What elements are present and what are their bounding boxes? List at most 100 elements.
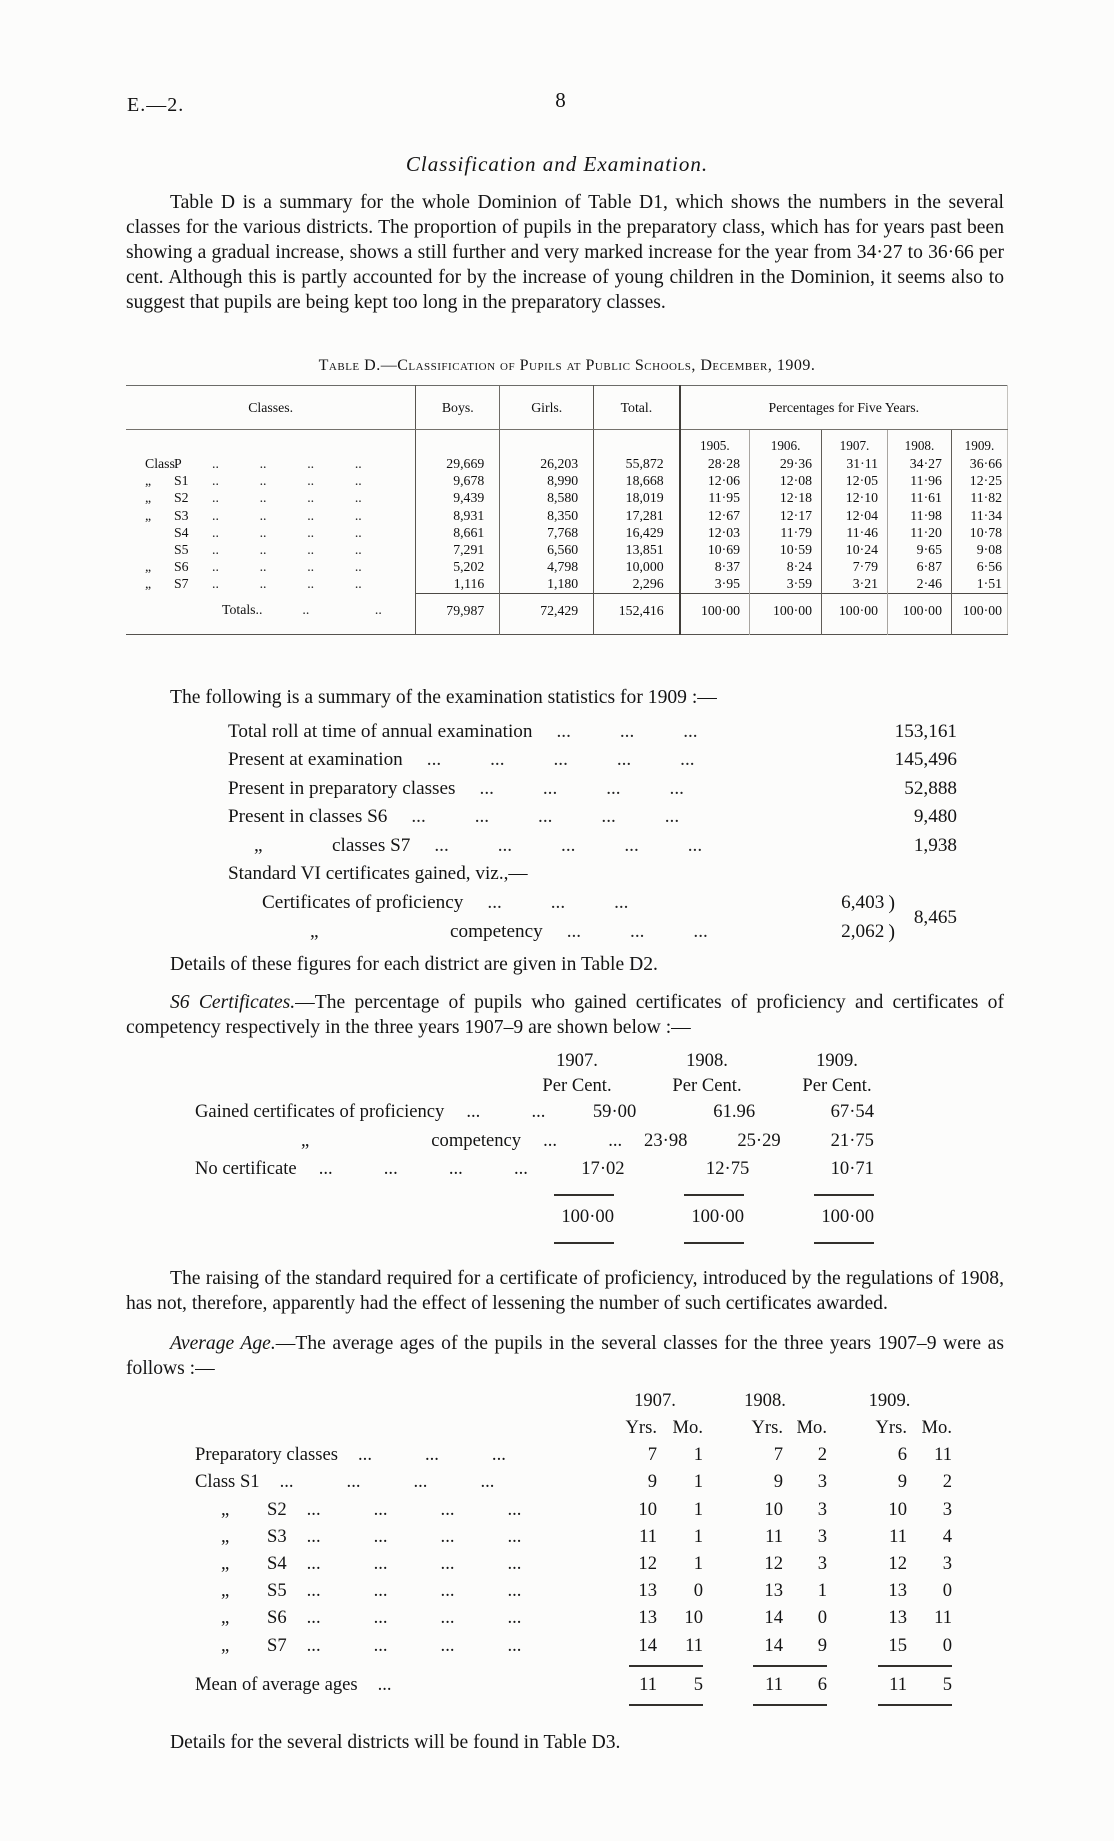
rule-line bbox=[554, 1193, 614, 1196]
s6-certificates-paragraph: S6 Certificates.—The percentage of pupil… bbox=[126, 990, 1004, 1040]
yrs-label: Yrs. bbox=[875, 1416, 907, 1438]
dot-leader: ... ... ... ... bbox=[279, 1471, 495, 1493]
age-yrs: 9 bbox=[773, 1471, 783, 1493]
mo-label: Mo. bbox=[672, 1416, 703, 1438]
ditto-mark: „ bbox=[145, 490, 152, 506]
cell-pct-1905: 11·95 bbox=[678, 489, 750, 508]
raising-paragraph: The raising of the standard required for… bbox=[126, 1267, 1004, 1314]
age-yrs: 7 bbox=[773, 1444, 783, 1466]
cell-pct-1905: 12·67 bbox=[678, 507, 750, 525]
totals-pct-1907: 100·00 bbox=[821, 592, 888, 634]
dot-leader: ... ... ... ... bbox=[306, 1580, 522, 1602]
mean-mo: 6 bbox=[817, 1673, 827, 1695]
dot-leader: ... ... bbox=[543, 1129, 623, 1151]
age-yrs: 10 bbox=[764, 1498, 783, 1520]
age-yrs: 12 bbox=[764, 1552, 783, 1574]
age-row-label: Class S1... ... ... ... bbox=[195, 1468, 607, 1495]
cell-pct-1907: 31·11 bbox=[821, 455, 888, 473]
cell-pct-1909: 12·25 bbox=[950, 472, 1008, 490]
cell-pct-1908: 11·96 bbox=[887, 472, 952, 490]
table-row-s4: S4 .. .. .. .. 8,661 7,768 16,429 12·03 1… bbox=[126, 524, 1008, 542]
pct-1907: 17·02 bbox=[581, 1158, 625, 1180]
cell-pct-1905: 8·37 bbox=[678, 558, 750, 576]
col-header-percentages: Percentages for Five Years. bbox=[678, 385, 1008, 430]
s6-body: —The percentage of pupils who gained cer… bbox=[126, 992, 1004, 1039]
ditto-mark: „ bbox=[221, 1607, 230, 1629]
rule-line bbox=[703, 1659, 827, 1671]
yrs-label: Yrs. bbox=[625, 1416, 657, 1438]
cell-pct-1909: 1·51 bbox=[950, 575, 1008, 593]
cell-boys: 1,116 bbox=[415, 575, 500, 593]
year-header: 1909. bbox=[868, 1389, 911, 1411]
ditto-mark: „ bbox=[221, 1634, 230, 1656]
cell-pct-1909: 10·78 bbox=[950, 524, 1008, 542]
dot-leader: ... ... ... ... bbox=[306, 1607, 522, 1629]
percent-totals-row: 100·00 100·00 100·00 bbox=[69, 1202, 902, 1232]
cell-pct-1906: 12·17 bbox=[749, 507, 822, 525]
age-yrs: 9 bbox=[897, 1471, 907, 1493]
age-row-label: „ S6... ... ... ... bbox=[195, 1604, 607, 1631]
totals-pct-1908: 100·00 bbox=[887, 592, 952, 634]
age-yrs: 11 bbox=[639, 1525, 657, 1547]
cell-boys: 7,291 bbox=[415, 541, 500, 559]
age-mo: 4 bbox=[942, 1525, 952, 1547]
row-label: S2 bbox=[174, 490, 189, 506]
cell-pct-1909: 9·08 bbox=[950, 541, 1008, 559]
year-header: 1907. bbox=[634, 1389, 676, 1411]
dot-leader: .. .. .. .. bbox=[212, 490, 362, 506]
mean-mo: 5 bbox=[942, 1673, 952, 1695]
row-label: S7 bbox=[174, 576, 189, 592]
age-mo: 3 bbox=[817, 1552, 827, 1574]
mo-label: Mo. bbox=[921, 1416, 952, 1438]
age-yrs: 12 bbox=[638, 1552, 657, 1574]
cell-pct-1908: 11·20 bbox=[887, 524, 952, 542]
age-mo: 3 bbox=[942, 1498, 952, 1520]
page-number: 8 bbox=[555, 88, 566, 112]
age-yrs: 13 bbox=[764, 1580, 783, 1602]
age-mo: 1 bbox=[693, 1471, 703, 1493]
table-d-title: Table D.—Classification of Pupils at Pub… bbox=[318, 357, 816, 374]
age-row-label: „ S5... ... ... ... bbox=[195, 1577, 607, 1604]
average-ages-table: 1907. 1908. 1909. Yrs. Mo. Yrs. Mo. Yrs.… bbox=[195, 1387, 952, 1710]
percent-table-year-row: 1907. 1908. 1909. bbox=[69, 1048, 902, 1073]
rule-line bbox=[684, 1241, 744, 1244]
cell-total: 10,000 bbox=[593, 558, 680, 576]
pct-1909: 21·75 bbox=[830, 1129, 874, 1151]
table-d-years-row: 1905. 1906. 1907. 1908. 1909. bbox=[126, 429, 1008, 456]
dot-leader: ... ... ... bbox=[566, 920, 708, 942]
summary-label: Standard VI certificates gained, viz.,— bbox=[228, 863, 528, 885]
cell-pct-1905: 12·03 bbox=[678, 524, 750, 542]
dot-leader: .. .. .. .. bbox=[212, 559, 362, 575]
year-header-1906: 1906. bbox=[749, 429, 822, 456]
cell-girls: 4,798 bbox=[499, 558, 594, 576]
age-yrs: 12 bbox=[888, 1552, 907, 1574]
cell-pct-1907: 3·21 bbox=[821, 575, 888, 593]
year-header-1905: 1905. bbox=[678, 429, 750, 456]
cell-pct-1905: 28·28 bbox=[678, 455, 750, 473]
dot-leader: ... ... ... ... ... bbox=[411, 806, 680, 828]
cell-girls: 8,350 bbox=[499, 507, 594, 525]
age-mo: 1 bbox=[693, 1498, 703, 1520]
row-label: S1 bbox=[174, 473, 189, 489]
age-mo: 1 bbox=[693, 1444, 703, 1466]
pct-1907: 59·00 bbox=[592, 1101, 637, 1123]
cell-girls: 8,990 bbox=[499, 472, 594, 490]
summary-value: 2,062 bbox=[841, 920, 885, 942]
dot-leader: .. .. .. .. bbox=[212, 473, 362, 489]
summary-item: „ competency ... ... ... 2,062 ) bbox=[228, 918, 957, 947]
exam-summary-heading: The following is a summary of the examin… bbox=[170, 686, 717, 708]
mean-yrs: 11 bbox=[639, 1673, 657, 1695]
dot-leader: ... ... ... ... bbox=[306, 1634, 522, 1656]
col-header-total: Total. bbox=[593, 385, 680, 430]
totals-pct-1909: 100·00 bbox=[950, 592, 1008, 634]
summary-label: Total roll at time of annual examination bbox=[228, 720, 533, 742]
rule-line bbox=[684, 1193, 744, 1196]
summary-item: Present at examination ... ... ... ... .… bbox=[228, 746, 957, 775]
year-header: 1908. bbox=[686, 1050, 728, 1072]
cell-pct-1907: 10·24 bbox=[821, 541, 888, 559]
brace-glyph: ) bbox=[888, 920, 895, 943]
row-label: No certificate bbox=[195, 1158, 297, 1180]
year-header: 1908. bbox=[744, 1389, 786, 1411]
cell-pct-1906: 12·18 bbox=[749, 489, 822, 508]
totals-total: 152,416 bbox=[593, 592, 680, 634]
